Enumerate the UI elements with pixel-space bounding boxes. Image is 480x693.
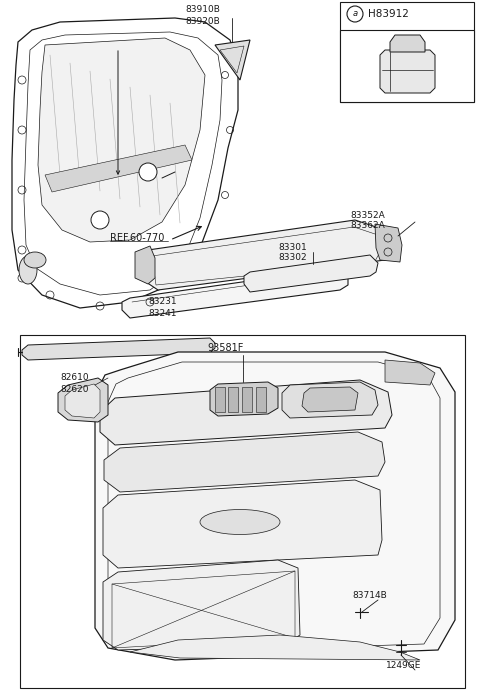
Polygon shape — [104, 432, 385, 492]
Polygon shape — [58, 378, 108, 422]
Polygon shape — [38, 38, 205, 242]
Polygon shape — [65, 384, 100, 418]
Polygon shape — [340, 2, 474, 102]
Polygon shape — [122, 268, 348, 318]
Ellipse shape — [200, 509, 280, 534]
Polygon shape — [228, 387, 238, 412]
Polygon shape — [20, 335, 465, 688]
Polygon shape — [12, 18, 238, 308]
Polygon shape — [135, 246, 155, 284]
Polygon shape — [45, 145, 192, 192]
Circle shape — [139, 163, 157, 181]
Polygon shape — [95, 352, 455, 660]
Circle shape — [347, 6, 363, 22]
Polygon shape — [242, 387, 252, 412]
Polygon shape — [375, 224, 402, 262]
Text: 83362A: 83362A — [350, 222, 385, 231]
Text: a: a — [97, 216, 103, 225]
Polygon shape — [22, 338, 215, 360]
Polygon shape — [380, 50, 435, 93]
Polygon shape — [340, 30, 474, 102]
Polygon shape — [302, 387, 358, 412]
Polygon shape — [390, 35, 425, 52]
Text: H83912: H83912 — [368, 9, 409, 19]
Text: 83352A: 83352A — [350, 211, 385, 220]
Text: 83241: 83241 — [148, 308, 177, 317]
Text: 83301: 83301 — [278, 243, 307, 252]
Text: REF.60-770: REF.60-770 — [110, 233, 164, 243]
Text: 93581F: 93581F — [207, 343, 243, 353]
Polygon shape — [215, 387, 225, 412]
Text: a: a — [352, 10, 358, 19]
Polygon shape — [282, 382, 378, 418]
Circle shape — [91, 211, 109, 229]
Text: 83714B: 83714B — [352, 590, 387, 599]
Text: 82610: 82610 — [60, 374, 89, 383]
Polygon shape — [103, 560, 300, 650]
Ellipse shape — [24, 252, 46, 268]
Text: 82620: 82620 — [60, 385, 88, 394]
Text: 1249GE: 1249GE — [386, 662, 421, 671]
Polygon shape — [100, 380, 392, 445]
Text: 83910B: 83910B — [185, 6, 220, 15]
Text: 83920B: 83920B — [185, 17, 220, 26]
Text: 83231: 83231 — [148, 297, 177, 306]
Ellipse shape — [19, 256, 37, 284]
Polygon shape — [215, 40, 250, 80]
Polygon shape — [244, 255, 378, 292]
Polygon shape — [210, 382, 278, 416]
Polygon shape — [103, 480, 382, 568]
Text: 83302: 83302 — [278, 254, 307, 263]
Text: a: a — [145, 168, 151, 177]
Polygon shape — [385, 360, 435, 385]
Polygon shape — [256, 387, 266, 412]
Polygon shape — [130, 635, 420, 660]
Polygon shape — [140, 220, 390, 290]
